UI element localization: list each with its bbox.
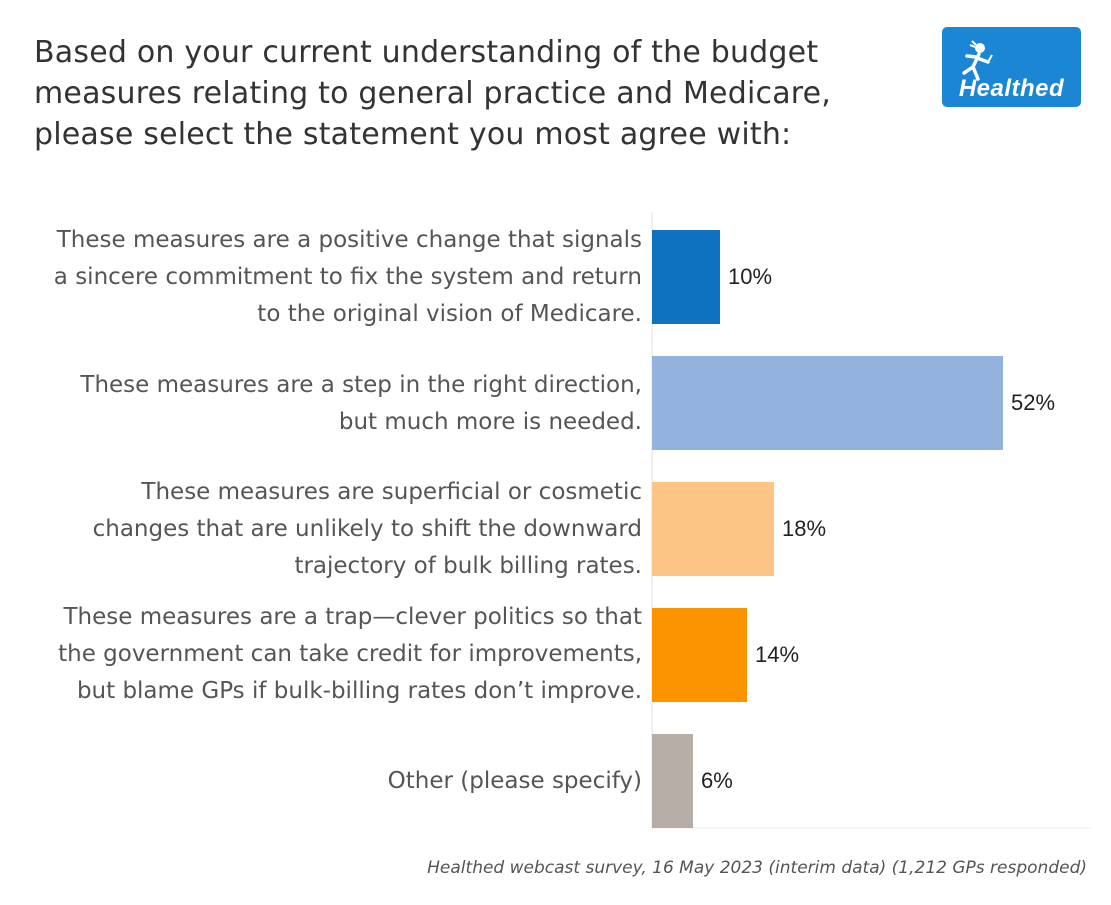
chart-title: Based on your current understanding of t…: [34, 32, 894, 155]
title-line-1: Based on your current understanding of t…: [34, 35, 819, 70]
category-label-2: These measures are a step in the right d…: [80, 372, 642, 435]
category-label-5: Other (please specify): [387, 768, 642, 794]
title-line-2: measures relating to general practice an…: [34, 76, 832, 111]
logo-wordmark: Healthed: [958, 75, 1065, 102]
category-label-4: These measures are a trap—clever politic…: [58, 604, 642, 704]
source-footnote: Healthed webcast survey, 16 May 2023 (in…: [427, 858, 1087, 878]
healthed-logo[interactable]: Healthed: [942, 27, 1081, 107]
bar-4: [652, 608, 747, 702]
bar-2: [652, 356, 1003, 450]
value-label-5: 6%: [701, 768, 733, 793]
value-label-2: 52%: [1011, 390, 1056, 415]
value-label-1: 10%: [728, 264, 773, 289]
value-label-3: 18%: [782, 516, 827, 541]
bar-3: [652, 482, 774, 576]
bar-5: [652, 734, 693, 828]
category-label-3: These measures are superficial or cosmet…: [92, 479, 642, 579]
bar-1: [652, 230, 720, 324]
hermes-runner-icon: [962, 40, 993, 81]
title-line-3: please select the statement you most agr…: [34, 117, 792, 152]
value-label-4: 14%: [755, 642, 800, 667]
category-label-1: These measures are a positive change tha…: [53, 227, 642, 327]
